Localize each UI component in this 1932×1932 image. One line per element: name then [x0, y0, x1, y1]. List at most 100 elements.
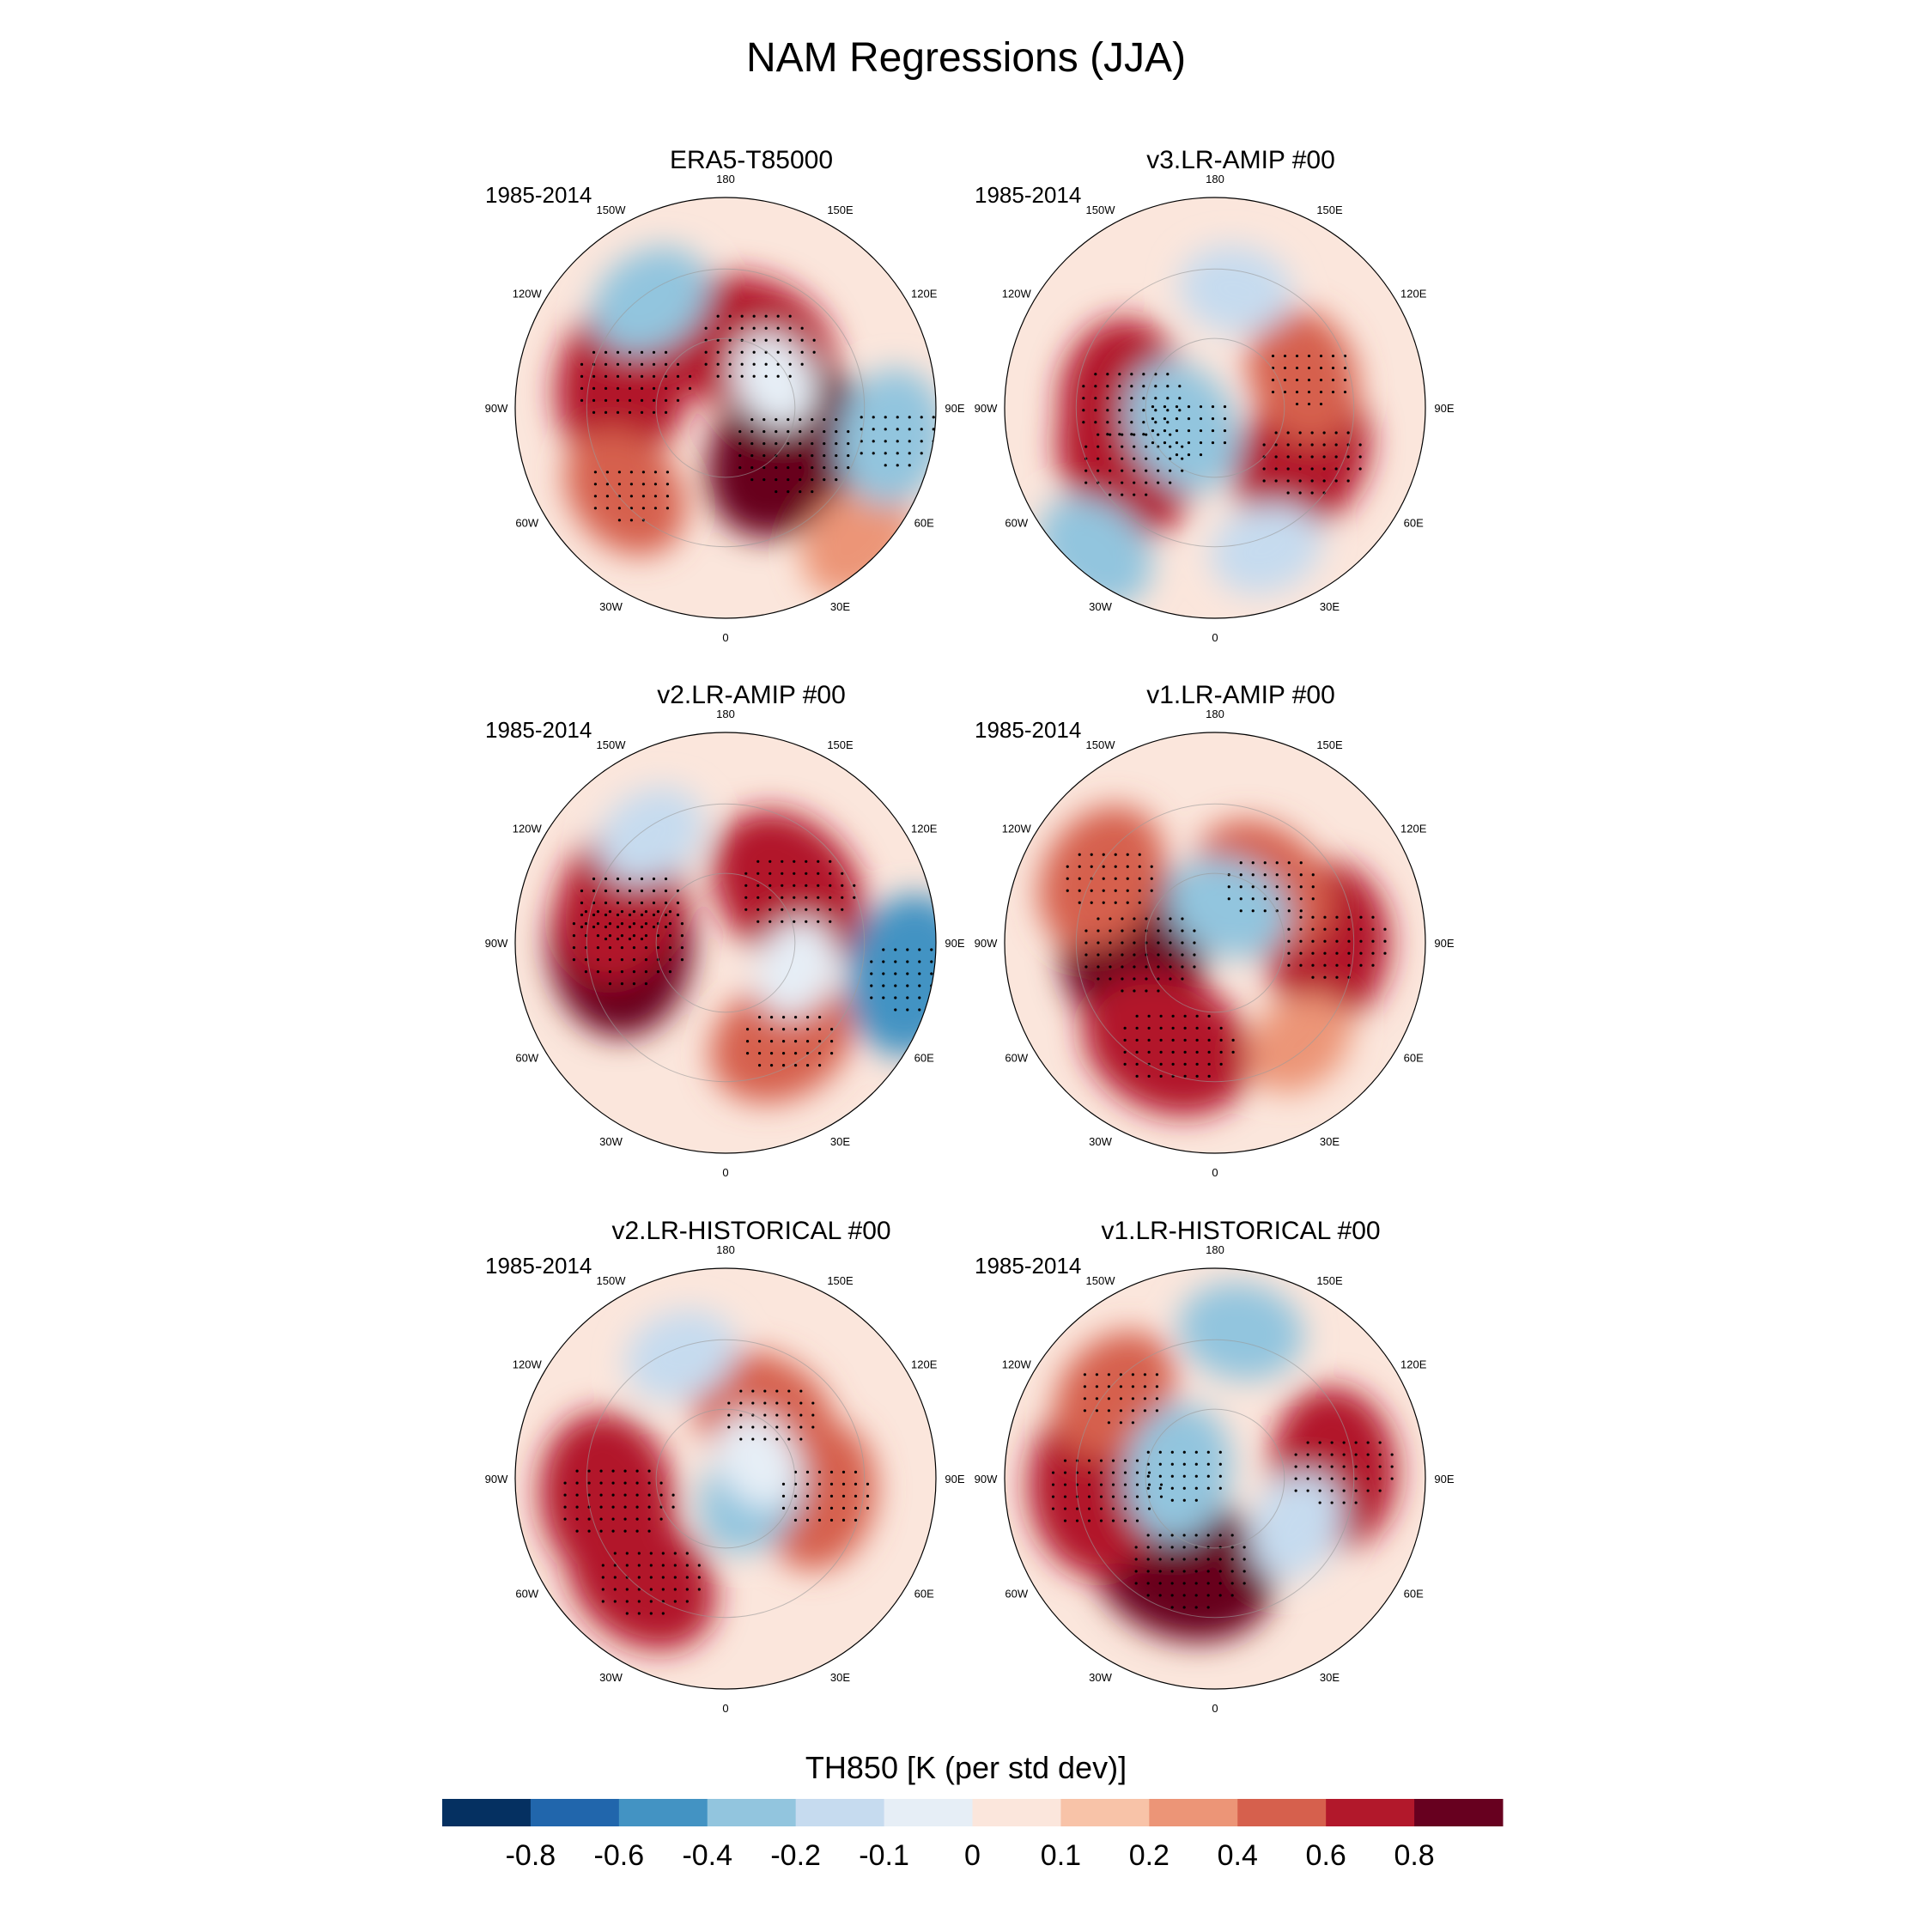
significance-stipple — [744, 860, 856, 923]
longitude-label: 120E — [911, 288, 938, 301]
colorbar-swatch — [884, 1799, 973, 1826]
longitude-label: 0 — [1212, 631, 1218, 644]
longitude-label: 120E — [1400, 288, 1427, 301]
significance-stipple — [738, 417, 850, 494]
panel-period: 1985-2014 — [975, 717, 1082, 743]
anomaly-region — [564, 428, 686, 556]
longitude-label: 150W — [597, 1274, 627, 1287]
anomaly-region — [1249, 1471, 1344, 1580]
anomaly-region — [1083, 973, 1253, 1116]
longitude-label: 60W — [1005, 1052, 1028, 1065]
significance-stipple — [593, 471, 670, 522]
significance-stipple — [1134, 1534, 1246, 1609]
longitude-label: 60E — [914, 517, 934, 530]
anomaly-region — [1038, 805, 1165, 949]
longitude-label: 120W — [513, 288, 543, 301]
anomaly-region — [715, 1412, 800, 1509]
longitude-label: 150W — [597, 738, 627, 751]
colorbar-swatch — [530, 1799, 620, 1826]
longitude-label: 0 — [722, 1702, 728, 1715]
longitude-label: 30E — [830, 1135, 850, 1148]
longitude-label: 90E — [945, 1473, 964, 1485]
colorbar-swatch — [1149, 1799, 1238, 1826]
longitude-label: 60E — [1404, 1588, 1424, 1601]
significance-stipple — [1294, 1441, 1394, 1504]
longitude-label: 0 — [1212, 1702, 1218, 1715]
longitude-label: 90W — [975, 937, 998, 950]
map-boundary — [1004, 197, 1426, 619]
map-panel: v3.LR-AMIP #00 1985-2014 180 150E 120E 90E 60E… — [975, 146, 1507, 661]
polar-map: 180 150E 120E 90E 60E 30E 0 30W 60W 90W 120W 150W — [975, 173, 1455, 644]
longitude-label: 30W — [599, 1135, 623, 1148]
significance-stipple — [572, 910, 684, 986]
panel-title: v1.LR-HISTORICAL #00 — [1101, 1217, 1381, 1245]
colorbar-tick-label: 0.6 — [1306, 1839, 1346, 1872]
longitude-label: 150W — [1086, 1274, 1116, 1287]
longitude-label: 30W — [599, 600, 623, 613]
anomaly-region — [1179, 246, 1293, 335]
graticule — [1075, 1339, 1355, 1619]
map-panel: v2.LR-HISTORICAL #00 1985-2014 180 150E 120E… — [485, 1217, 1018, 1732]
significance-stipple — [580, 877, 680, 941]
anomaly-region — [755, 919, 837, 1018]
longitude-label: 120W — [513, 823, 543, 835]
panel-title: v2.LR-HISTORICAL #00 — [611, 1217, 891, 1245]
significance-stipple — [601, 1552, 701, 1615]
longitude-label: 30W — [599, 1671, 623, 1684]
colorbar-tick-label: -0.2 — [770, 1839, 821, 1872]
longitude-label: 120W — [1002, 823, 1032, 835]
longitude-label: 180 — [716, 708, 735, 720]
anomaly-region — [710, 977, 854, 1103]
longitude-label: 90W — [485, 937, 508, 950]
anomaly-region — [1247, 308, 1358, 444]
longitude-label: 150E — [1316, 738, 1343, 751]
longitude-label: 60E — [1404, 517, 1424, 530]
longitude-label: 0 — [722, 631, 728, 644]
longitude-label: 60E — [914, 1588, 934, 1601]
panel-period: 1985-2014 — [485, 717, 592, 743]
graticule — [586, 1339, 866, 1619]
significance-stipple — [580, 350, 692, 414]
longitude-label: 90E — [1434, 937, 1454, 950]
longitude-label: 150E — [1316, 1274, 1343, 1287]
graticule — [1075, 268, 1355, 548]
longitude-label: 120E — [1400, 823, 1427, 835]
longitude-label: 120W — [1002, 1358, 1032, 1371]
significance-stipple — [1151, 404, 1227, 457]
colorbar-tick-label: 0.1 — [1041, 1839, 1081, 1872]
colorbar-swatch — [442, 1799, 532, 1826]
anomaly-region — [1247, 993, 1352, 1093]
significance-stipple — [1084, 917, 1196, 993]
longitude-label: 60W — [515, 1588, 538, 1601]
longitude-label: 30E — [830, 1671, 850, 1684]
anomaly-region — [592, 246, 709, 355]
longitude-label: 30E — [1320, 1671, 1340, 1684]
polar-map: 180 150E 120E 90E 60E 30E 0 30W 60W 90W 120W 150W — [975, 708, 1455, 1179]
colorbar-tick-label: 0.8 — [1394, 1839, 1434, 1872]
significance-stipple — [1084, 433, 1184, 496]
longitude-label: 150W — [1086, 738, 1116, 751]
significance-stipple — [1287, 915, 1387, 979]
longitude-label: 30E — [830, 600, 850, 613]
colorbar-title: TH850 [K (per std dev)] — [805, 1750, 1127, 1785]
map-boundary — [514, 1267, 937, 1690]
longitude-label: 180 — [1206, 708, 1224, 720]
longitude-label: 60W — [515, 1052, 538, 1065]
panel-period: 1985-2014 — [485, 1253, 592, 1279]
anomaly-region — [567, 1508, 716, 1650]
significance-stipple — [1066, 853, 1153, 904]
map-boundary — [1004, 732, 1426, 1154]
colorbar-tick-label: -0.8 — [506, 1839, 556, 1872]
longitude-label: 90E — [945, 402, 964, 415]
colorbar-tick-label: 0 — [964, 1839, 981, 1872]
anomaly-region — [1210, 502, 1322, 594]
longitude-label: 90E — [1434, 1473, 1454, 1485]
longitude-label: 180 — [1206, 1243, 1224, 1256]
significance-stipple — [1271, 354, 1347, 406]
anomaly-region — [712, 810, 866, 970]
map-boundary — [1004, 1267, 1426, 1690]
longitude-label: 90W — [485, 402, 508, 415]
panel-period: 1985-2014 — [485, 182, 592, 208]
colorbar-swatch — [972, 1799, 1061, 1826]
map-panel: v1.LR-AMIP #00 1985-2014 180 150E 120E 90E 60E… — [975, 681, 1507, 1196]
